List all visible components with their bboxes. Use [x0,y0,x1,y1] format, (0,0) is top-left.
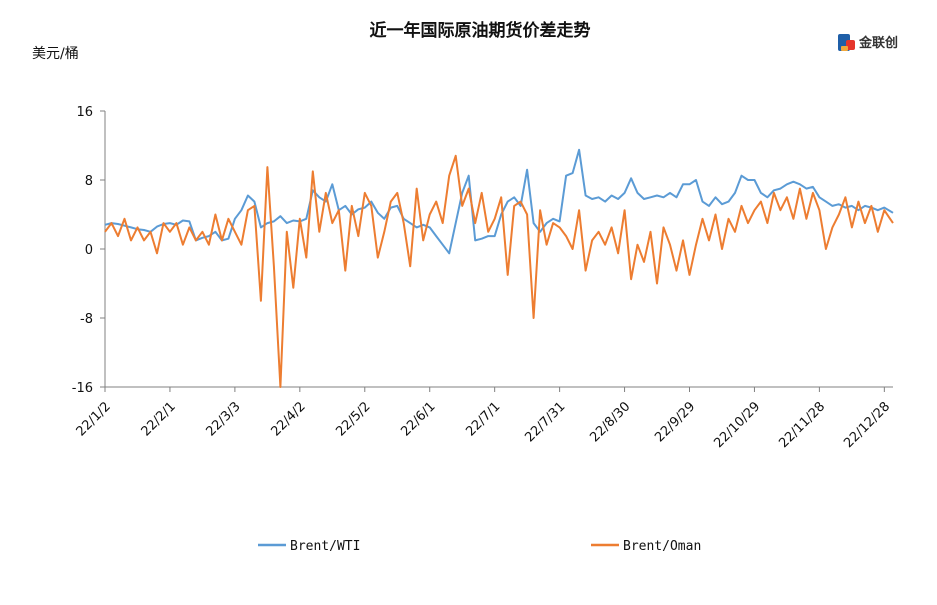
x-tick-label: 22/8/30 [587,399,633,445]
x-tick-label: 22/9/29 [652,399,698,445]
x-tick-label: 22/5/2 [333,399,373,439]
y-axis-unit-label: 美元/桶 [32,46,79,62]
y-tick-label: 0 [85,243,93,258]
x-tick-label: 22/4/2 [268,399,308,439]
x-tick-label: 22/10/29 [711,399,763,451]
y-tick-label: -16 [72,381,93,396]
legend-label: Brent/Oman [623,539,701,554]
legend-label: Brent/WTI [290,539,360,554]
x-tick-label: 22/7/31 [522,399,568,445]
series-line-brent-wti [104,148,894,255]
logo-mark-orange [841,46,848,51]
chart-title: 近一年国际原油期货价差走势 [370,20,591,41]
legend: Brent/WTI Brent/Oman [258,539,701,554]
logo-mark-red [846,40,855,50]
brand-logo: 金联创 [838,34,898,51]
y-tick-label: -8 [80,312,93,327]
y-axis-ticks: 16 8 0 -8 -16 [72,105,105,396]
x-tick-label: 22/7/1 [463,399,503,439]
x-tick-label: 22/11/28 [776,399,828,451]
x-tick-label: 22/6/1 [398,399,438,439]
logo-text: 金联创 [858,35,898,51]
y-tick-label: 16 [76,105,93,120]
y-tick-label: 8 [85,174,93,189]
x-tick-label: 22/3/3 [204,399,244,439]
axes [104,111,893,388]
x-axis-ticks: 22/1/2 22/2/1 22/3/3 22/4/2 22/5/2 22/6/1 22/7… [74,387,893,451]
series-lines [104,148,894,388]
x-tick-label: 22/2/1 [139,399,179,439]
series-line-brent-oman [104,154,894,388]
x-tick-label: 22/1/2 [74,399,114,439]
x-tick-label: 22/12/28 [841,399,893,451]
